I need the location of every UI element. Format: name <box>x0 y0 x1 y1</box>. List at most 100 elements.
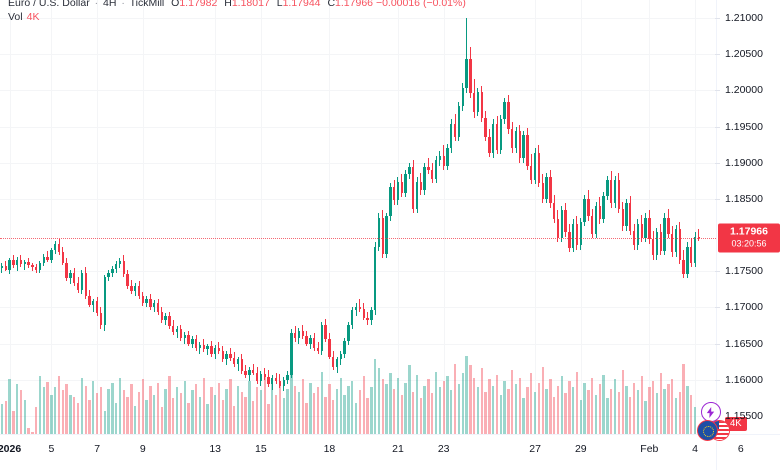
volume-bar <box>495 374 499 434</box>
volume-bar <box>4 401 7 434</box>
volume-bar <box>549 379 552 434</box>
candle-body <box>465 58 468 88</box>
price-axis-tick: 1.17000 <box>715 301 763 313</box>
time-axis-tick: 23 <box>437 443 450 455</box>
grid-line-horizontal <box>0 344 716 345</box>
candle-body <box>156 303 160 312</box>
time-axis[interactable]: 2026 5 7 9 13 15 18 21 23 27 29 Feb 4 6 <box>0 434 780 470</box>
candle-body <box>358 307 362 309</box>
candle-body <box>50 250 53 260</box>
candle-body <box>393 187 396 201</box>
candle-body <box>57 243 61 253</box>
grid-line-vertical <box>535 0 536 434</box>
grid-line-horizontal <box>0 18 716 19</box>
candle-body <box>434 159 438 179</box>
candle-body <box>370 310 373 321</box>
candle-body <box>229 353 232 359</box>
time-axis-tick: 29 <box>574 443 587 455</box>
time-axis-tick: Feb <box>640 443 659 455</box>
candle-body <box>305 336 308 344</box>
volume-bar <box>560 376 563 434</box>
candle-body <box>8 260 11 270</box>
volume-bar <box>191 390 194 434</box>
volume-bar <box>149 385 152 434</box>
volume-bar <box>587 390 590 434</box>
grid-line-horizontal <box>0 54 716 55</box>
candle-body <box>271 378 274 385</box>
candle-body <box>354 307 358 311</box>
candle-body <box>320 324 323 351</box>
volume-bar <box>214 395 217 434</box>
price-axis-tick: 1.19500 <box>715 121 763 133</box>
candle-body <box>537 152 541 183</box>
volume-bar <box>80 377 84 434</box>
candle-body <box>38 263 42 270</box>
candle-body <box>130 285 133 292</box>
candle-body <box>179 329 183 338</box>
volume-bar <box>351 380 354 434</box>
candle-body <box>324 324 327 340</box>
candle-body <box>613 180 617 204</box>
volume-bar <box>431 393 434 434</box>
candle-body <box>84 272 87 296</box>
candle-body <box>309 337 312 344</box>
candle-body <box>313 337 316 348</box>
volume-bar <box>126 396 129 434</box>
volume-bar <box>103 410 106 434</box>
candle-body <box>282 379 285 386</box>
candle-body <box>450 123 453 149</box>
candle-body <box>4 266 7 270</box>
candle-body <box>423 167 426 191</box>
volume-bar <box>31 432 34 434</box>
lightning-bolt-icon[interactable] <box>700 402 721 422</box>
candle-body <box>316 347 320 351</box>
volume-bar <box>95 393 99 434</box>
candle-body <box>690 246 693 263</box>
candle-body <box>236 359 240 364</box>
volume-bar <box>57 376 61 434</box>
volume-bar <box>354 402 358 434</box>
candle-body <box>15 259 19 266</box>
price-axis[interactable]: 1.17966 03:20:56 4K 1.21000 1.20500 1.2000… <box>715 0 780 434</box>
volume-bar <box>73 397 76 434</box>
volume-bar <box>332 399 335 434</box>
chart-plot-area[interactable] <box>0 0 742 434</box>
volume-bar <box>65 384 68 434</box>
candle-body <box>640 223 643 238</box>
volume-bar <box>442 380 445 434</box>
candle-body <box>99 313 103 326</box>
candle-body <box>591 216 594 234</box>
volume-bar <box>141 379 144 434</box>
candle-body <box>419 181 423 191</box>
current-price-line <box>0 237 716 239</box>
candle-body <box>560 210 563 238</box>
volume-bar <box>293 385 297 434</box>
volume-series <box>0 356 697 434</box>
candle-body <box>240 359 244 372</box>
candle-wick <box>199 342 201 354</box>
volume-bar <box>400 395 403 434</box>
candle-body <box>137 285 141 296</box>
candle-body <box>469 58 472 94</box>
currency-pair-flags-icon[interactable] <box>696 420 735 441</box>
candle-body <box>214 347 217 354</box>
candle-body <box>111 269 114 273</box>
volume-bar <box>469 365 472 434</box>
candle-body <box>88 295 91 306</box>
candle-body <box>293 333 297 338</box>
candle-body <box>693 236 697 263</box>
candle-body <box>107 272 110 278</box>
candle-body <box>495 123 499 150</box>
volume-bar <box>217 382 221 434</box>
candle-body <box>594 206 598 234</box>
volume-bar <box>632 382 636 434</box>
volume-bar <box>114 402 118 434</box>
candle-body <box>263 373 266 377</box>
current-price-value: 1.17966 <box>730 225 768 238</box>
candle-wick <box>1 262 3 273</box>
candle-body <box>12 260 15 266</box>
candle-body <box>598 206 602 220</box>
volume-bar <box>564 393 567 434</box>
price-axis-tick: 1.18500 <box>715 193 763 205</box>
candle-wick <box>317 342 319 354</box>
